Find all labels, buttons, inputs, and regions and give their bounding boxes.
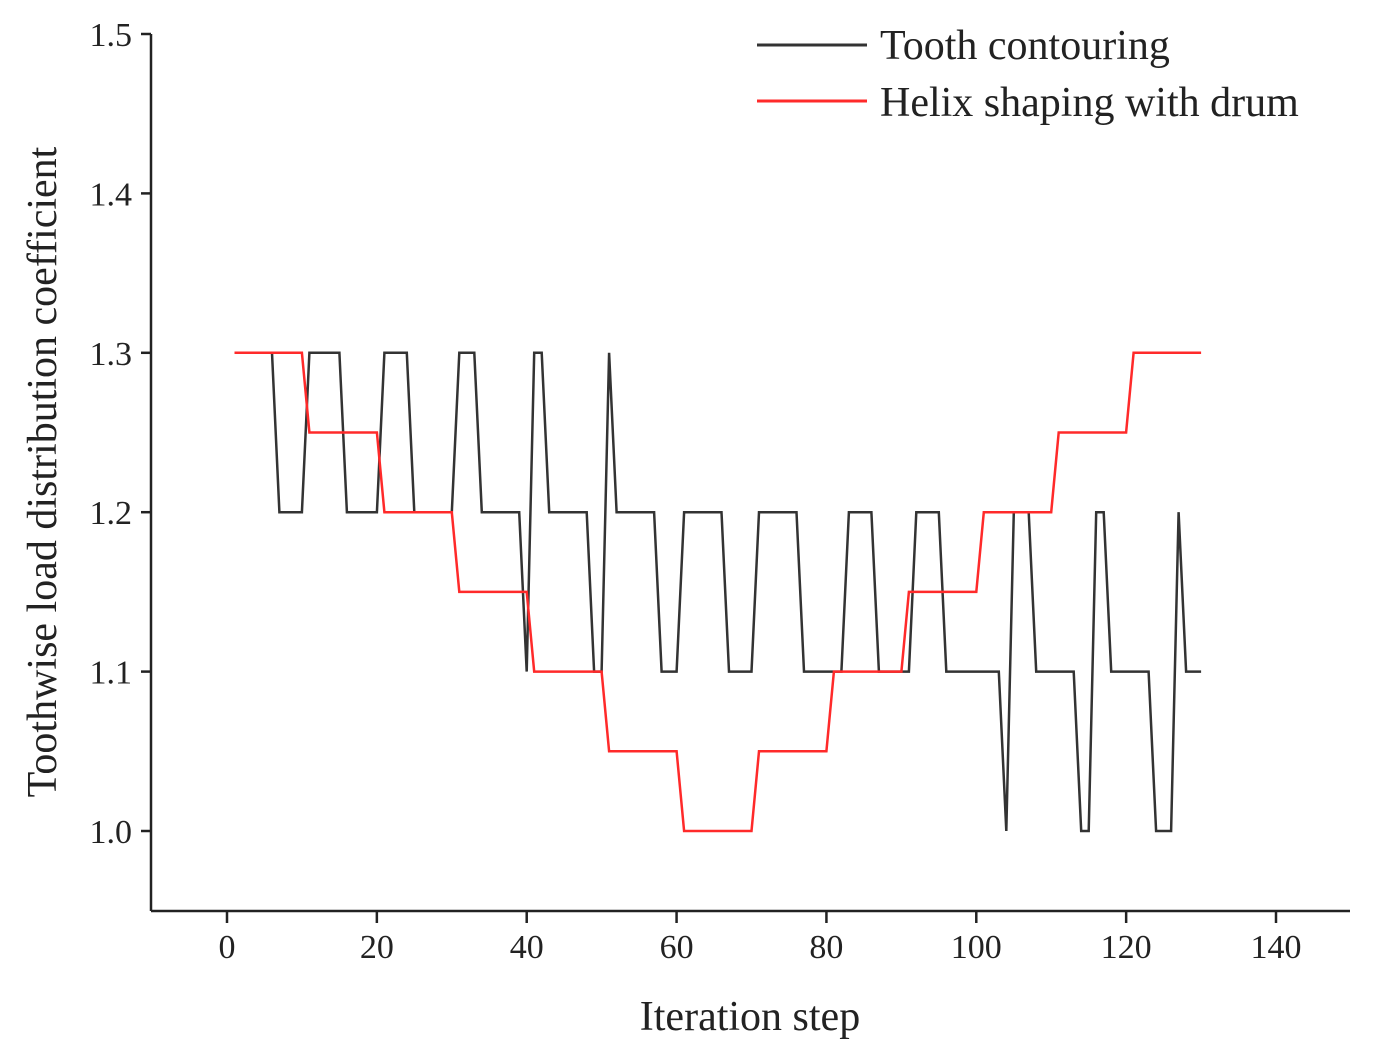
x-tick-label: 100 (951, 929, 1002, 966)
series-line-tooth-contouring (234, 351, 1202, 833)
y-tick-label: 1.3 (90, 336, 133, 373)
axis-ticks: 0 20 40 60 80 100 120 140 1.0 1.1 1.2 1.3 1.4 1.5 (90, 17, 1302, 966)
y-tick-label: 1.4 (90, 176, 133, 213)
legend-item-helix-shaping: Helix shaping with drum (757, 80, 1299, 126)
x-tick-label: 60 (660, 929, 694, 966)
y-tick-label: 1.2 (90, 495, 133, 532)
x-tick-label: 80 (809, 929, 843, 966)
x-tick-label: 120 (1101, 929, 1152, 966)
x-tick-label: 40 (510, 929, 544, 966)
y-tick-label: 1.5 (90, 17, 133, 54)
legend-label-helix-shaping: Helix shaping with drum (880, 80, 1299, 126)
y-tick-label: 1.0 (90, 814, 133, 851)
legend-label-tooth-contouring: Tooth contouring (880, 23, 1170, 69)
legend: Tooth contouring Helix shaping with drum (757, 23, 1299, 126)
x-tick-label: 20 (360, 929, 394, 966)
x-axis-title: Iteration step (640, 994, 860, 1040)
y-tick-label: 1.1 (90, 655, 133, 692)
x-tick-label: 0 (219, 929, 236, 966)
axes (149, 34, 1350, 913)
series-line-helix-shaping-with-drum (234, 351, 1202, 833)
x-tick-label: 140 (1251, 929, 1302, 966)
y-axis-title: Toothwise load distribution coefficient (20, 146, 66, 797)
plot-area (234, 351, 1202, 833)
legend-item-tooth-contouring: Tooth contouring (757, 23, 1170, 69)
